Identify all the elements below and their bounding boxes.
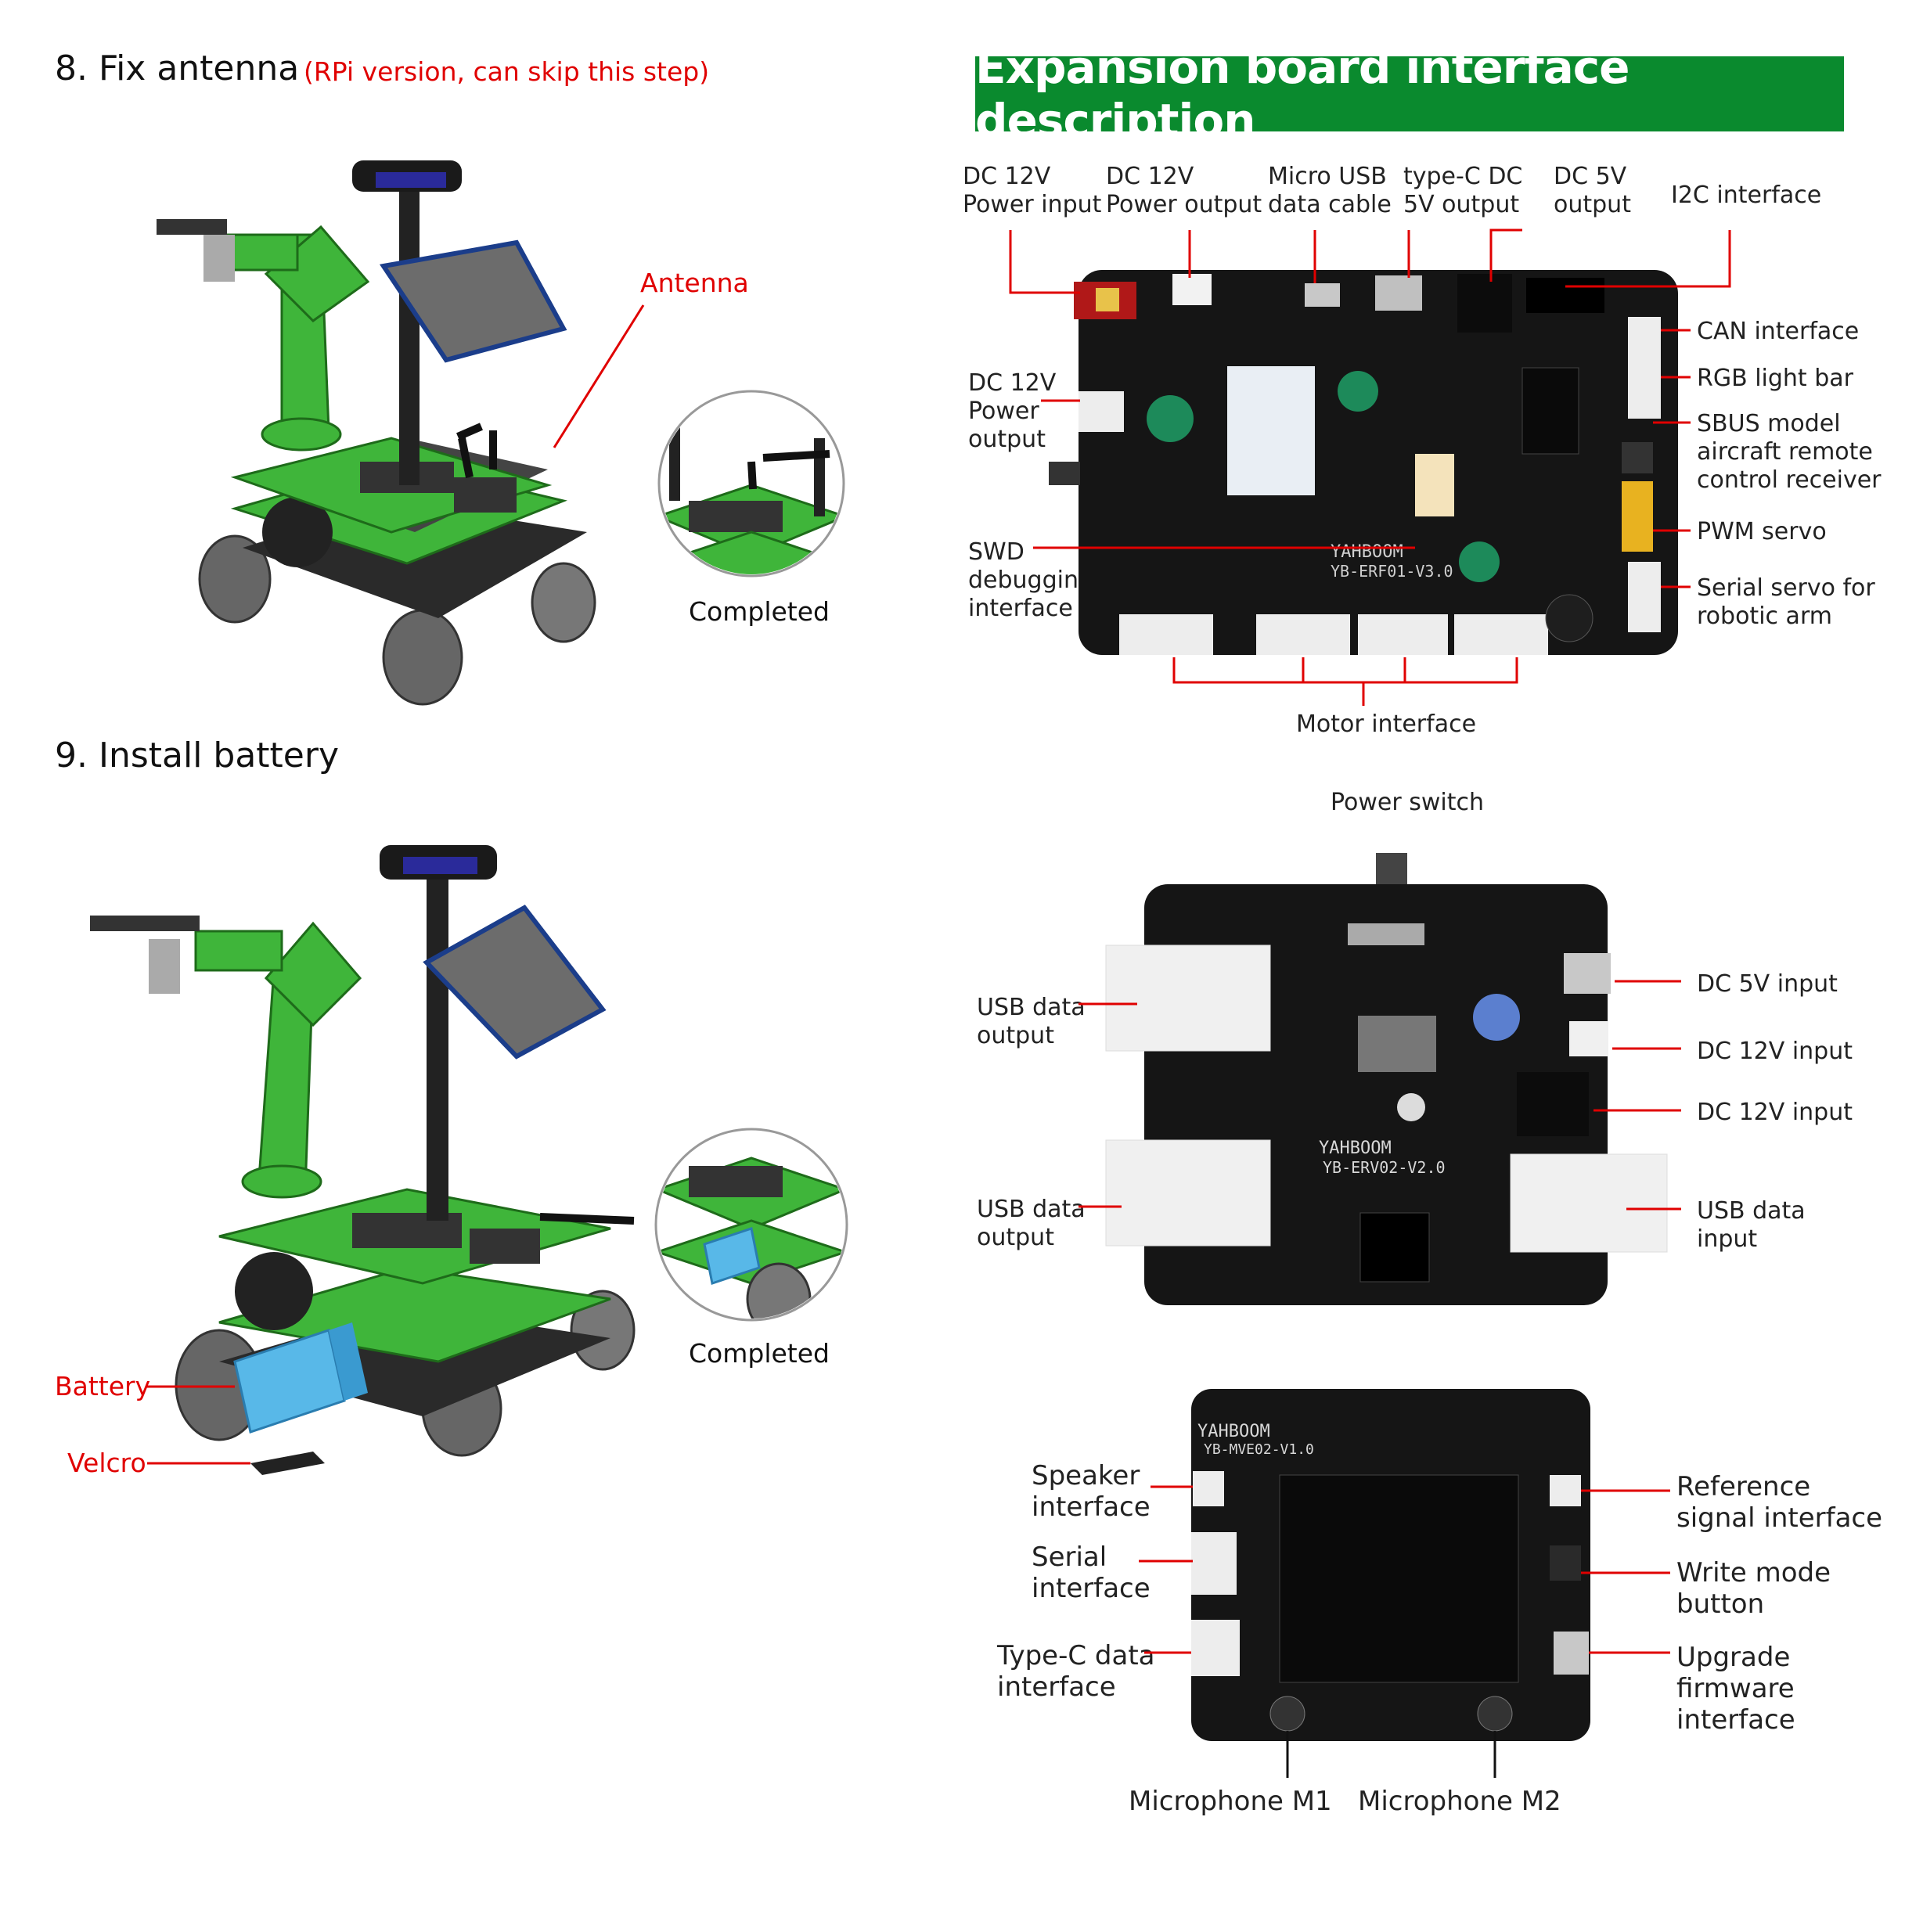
label-dc12v-power-output-left: DC 12V Power output <box>968 369 1057 453</box>
label-upgrade-firmware: Upgrade firmware interface <box>1676 1642 1795 1736</box>
label-typec-data-interface: Type-C data interface <box>997 1640 1155 1703</box>
label-usb-data-output-1: USB data output <box>977 994 1086 1049</box>
label-rgb: RGB light bar <box>1697 365 1853 392</box>
label-typec-5v-output: type-C DC 5V output <box>1403 163 1523 218</box>
label-dc5v-input: DC 5V input <box>1697 970 1838 998</box>
label-speaker-interface: Speaker interface <box>1032 1460 1151 1523</box>
label-dc12v-input-1: DC 12V input <box>1697 1038 1853 1065</box>
label-serial-servo: Serial servo for robotic arm <box>1697 574 1875 630</box>
label-dc12v-power-output: DC 12V Power output <box>1106 163 1262 218</box>
label-microphone-m2: Microphone M2 <box>1358 1786 1561 1817</box>
label-sbus: SBUS model aircraft remote control recei… <box>1697 410 1882 494</box>
completed-detail-step8 <box>657 390 845 577</box>
step9-title: 9. Install battery <box>55 736 339 775</box>
step8-title: 8. Fix antenna <box>55 49 300 88</box>
step8-completed-label: Completed <box>689 596 830 627</box>
step9-completed-label: Completed <box>689 1338 830 1369</box>
label-pwm-servo: PWM servo <box>1697 518 1827 545</box>
label-i2c-interface: I2C interface <box>1671 182 1822 209</box>
step8-note: (RPi version, can skip this step) <box>304 56 710 87</box>
robot-illustration-step9 <box>90 845 636 1475</box>
label-serial-interface: Serial interface <box>1032 1542 1151 1604</box>
label-dc5v-output: DC 5V output <box>1554 163 1631 218</box>
label-dc12v-power-input: DC 12V Power input <box>963 163 1102 218</box>
label-reference-signal: Reference signal interface <box>1676 1471 1883 1534</box>
label-swd: SWD debugging interface <box>968 538 1094 622</box>
label-micro-usb: Micro USB data cable <box>1268 163 1392 218</box>
antenna-label: Antenna <box>640 268 749 298</box>
completed-detail-step9 <box>654 1128 848 1322</box>
label-usb-data-input: USB data input <box>1697 1197 1806 1253</box>
label-motor-interface: Motor interface <box>1296 711 1477 738</box>
velcro-label: Velcro <box>67 1448 146 1478</box>
label-usb-data-output-2: USB data output <box>977 1196 1086 1251</box>
banner-title: Expansion board interface description <box>975 41 1844 147</box>
label-dc12v-input-2: DC 12V input <box>1697 1099 1853 1126</box>
robot-illustration-step8 <box>157 160 645 706</box>
label-power-switch: Power switch <box>1331 789 1485 816</box>
label-can: CAN interface <box>1697 318 1860 345</box>
label-write-mode-button: Write mode button <box>1676 1557 1831 1620</box>
battery-label: Battery <box>55 1371 151 1401</box>
label-microphone-m1: Microphone M1 <box>1129 1786 1332 1817</box>
